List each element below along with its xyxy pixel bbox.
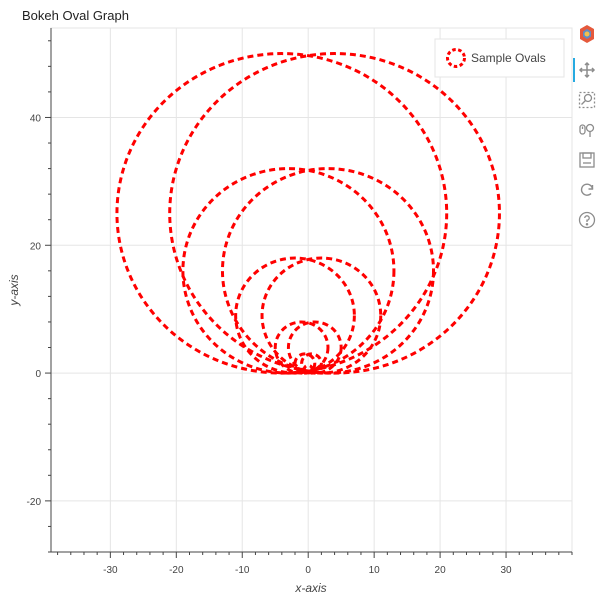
legend-entry-label: Sample Ovals	[471, 51, 546, 65]
legend: Sample Ovals	[434, 38, 565, 78]
oval-mark	[293, 352, 317, 375]
y-tick-label: 0	[35, 369, 41, 380]
axes: -30 -20 -10 0 10 20 30 -20 0 20 40	[27, 28, 573, 576]
oval-mark	[234, 256, 356, 375]
toolbar	[573, 22, 601, 238]
pan-icon[interactable]	[573, 58, 599, 82]
wheel-zoom-icon[interactable]	[575, 118, 599, 142]
bokeh-logo-icon[interactable]	[575, 22, 599, 46]
ovals-series	[115, 52, 501, 375]
x-tick-label: 20	[435, 565, 447, 576]
y-tick-label: 20	[30, 241, 42, 252]
box-zoom-icon[interactable]	[575, 88, 599, 112]
y-tick-label: -20	[27, 497, 42, 508]
legend-glyph	[446, 48, 466, 68]
oval-mark	[168, 52, 501, 375]
x-tick-label: 30	[500, 565, 512, 576]
x-tick-label: -20	[169, 565, 184, 576]
x-tick-label: 0	[305, 565, 311, 576]
oval-mark	[181, 167, 396, 375]
oval-mark	[302, 363, 314, 375]
plot-background	[50, 27, 573, 553]
x-tick-label: -10	[235, 565, 250, 576]
legend-oval-glyph	[446, 48, 466, 68]
x-tick-label: 10	[369, 565, 381, 576]
help-icon[interactable]	[575, 208, 599, 232]
reset-icon[interactable]	[575, 178, 599, 202]
oval-mark	[273, 320, 330, 375]
plot-area[interactable]	[50, 27, 573, 553]
y-tick-label: 40	[30, 113, 42, 124]
x-axis-label: x-axis	[294, 581, 326, 595]
x-tick-label: -30	[103, 565, 118, 576]
chart-title: Bokeh Oval Graph	[22, 8, 129, 23]
save-icon[interactable]	[575, 148, 599, 172]
y-axis-label: y-axis	[7, 274, 21, 306]
legend-box	[434, 38, 565, 78]
